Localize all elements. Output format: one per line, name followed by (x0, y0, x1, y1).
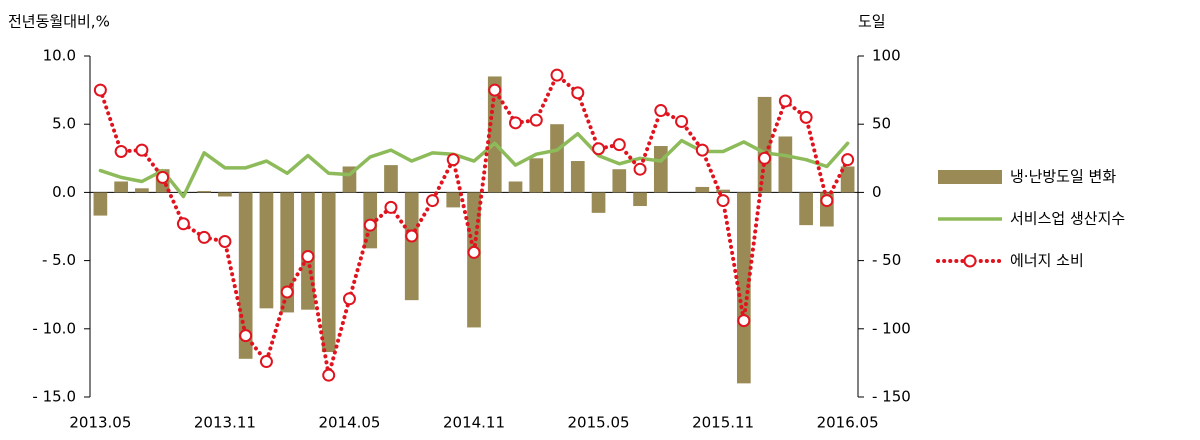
energy-point (716, 194, 730, 208)
bar (778, 136, 793, 193)
bar (259, 192, 274, 309)
bar (653, 146, 668, 193)
y2-axis-label: 도일 (858, 13, 886, 31)
energy-point (280, 285, 294, 299)
energy-point (259, 355, 273, 369)
energy-point (405, 229, 419, 243)
y-tick-label: - 15.0 (32, 388, 76, 406)
energy-point (301, 250, 315, 264)
y2-tick-label: - 150 (872, 388, 911, 406)
legend-label: 냉·난방도일 변화 (1010, 168, 1116, 186)
energy-point (633, 162, 647, 176)
energy-point (841, 153, 855, 167)
energy-point (93, 83, 107, 97)
y-tick-label: 5.0 (52, 115, 76, 133)
y-tick-label: 10.0 (43, 47, 76, 65)
energy-point (176, 217, 190, 231)
energy-point (654, 104, 668, 118)
y-tick-label: 0.0 (52, 183, 76, 201)
energy-point (758, 151, 772, 165)
energy-point (488, 83, 502, 97)
x-tick-label: 2015.11 (692, 414, 754, 432)
x-tick-label: 2015.05 (568, 414, 630, 432)
x-tick-label: 2013.11 (194, 414, 256, 432)
bar (799, 192, 813, 226)
y2-tick-label: 50 (872, 115, 891, 133)
energy-point (695, 143, 709, 157)
legend-label: 에너지 소비 (1010, 252, 1084, 270)
y2-tick-label: 100 (872, 47, 901, 65)
y2-tick-label: - 100 (872, 319, 911, 337)
y2-tick-label: 0 (872, 183, 882, 201)
bar (716, 189, 730, 193)
bar (508, 181, 523, 193)
bar (467, 192, 481, 328)
energy-point (509, 116, 523, 130)
energy-point (239, 329, 253, 343)
energy-point (529, 113, 543, 127)
bar (840, 166, 855, 193)
bar (591, 192, 606, 213)
energy-point (592, 142, 606, 156)
x-tick-label: 2013.05 (69, 414, 131, 432)
bar (550, 124, 564, 193)
energy-point (778, 94, 792, 108)
energy-point (675, 114, 689, 128)
energy-point (135, 143, 149, 157)
energy-point (425, 194, 439, 208)
energy-point (550, 68, 564, 82)
bar (633, 192, 647, 207)
energy-point (384, 200, 398, 214)
energy-point (446, 153, 460, 167)
y-tick-label: - 10.0 (32, 319, 76, 337)
bar (135, 188, 149, 193)
bar (695, 186, 710, 193)
bar (570, 161, 585, 193)
energy-point (571, 86, 585, 100)
bar (404, 192, 419, 301)
energy-point (342, 292, 356, 306)
energy-point (820, 194, 834, 208)
x-tick-label: 2014.05 (318, 414, 380, 432)
bar (736, 192, 751, 384)
energy-point (218, 235, 232, 249)
legend-label: 서비스업 생산지수 (1010, 210, 1125, 228)
bar (446, 192, 461, 208)
bar (218, 192, 232, 197)
x-tick-label: 2014.11 (443, 414, 505, 432)
y2-tick-label: - 50 (872, 251, 901, 269)
bar (529, 158, 544, 193)
legend-marker (963, 254, 977, 268)
energy-point (612, 138, 626, 152)
y-axis-label: 전년동월대비,% (8, 13, 110, 31)
energy-point (467, 245, 481, 259)
energy-point (114, 144, 128, 158)
bar (114, 181, 128, 193)
bar (384, 165, 398, 193)
energy-point (156, 170, 170, 184)
x-tick-label: 2016.05 (817, 414, 879, 432)
bar (321, 192, 336, 352)
energy-point (799, 110, 813, 124)
bar (197, 191, 212, 193)
y-tick-label: - 5.0 (42, 251, 76, 269)
bar (280, 192, 295, 313)
bar (612, 169, 627, 193)
service-line (98, 131, 850, 199)
bar (93, 192, 108, 216)
energy-point (322, 368, 336, 382)
energy-point (363, 218, 377, 232)
energy-point (737, 314, 751, 328)
bar (757, 96, 772, 193)
energy-point (197, 230, 211, 244)
legend-swatch (938, 170, 1002, 184)
